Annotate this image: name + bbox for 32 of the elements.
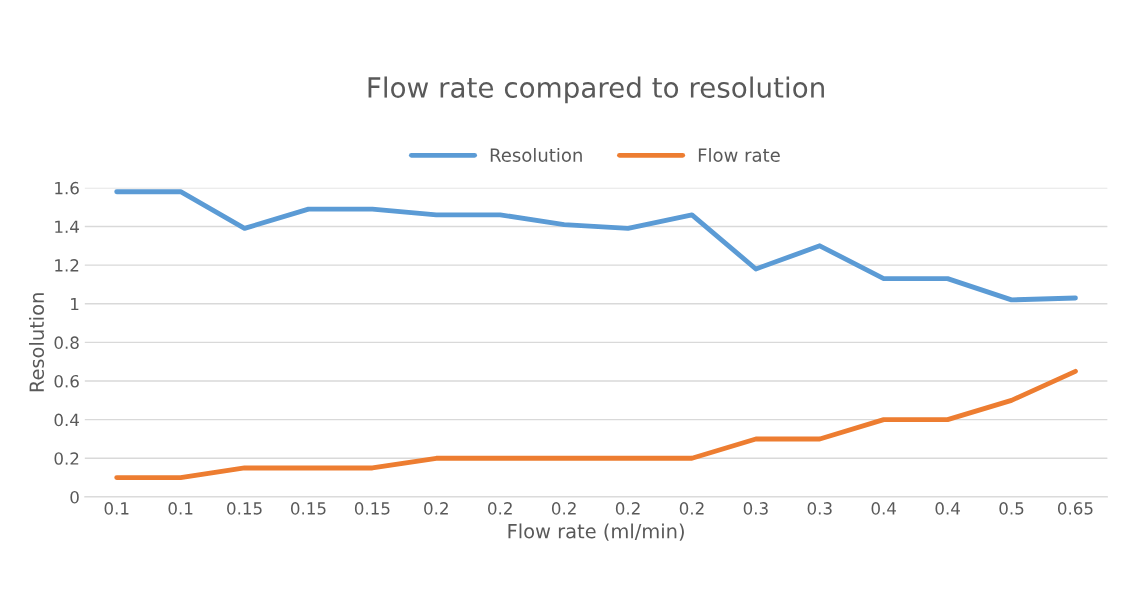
y-tick-label: 1.2	[55, 259, 79, 272]
y-tick-label: 1.6	[55, 181, 79, 195]
y-tick-label: 1	[71, 297, 79, 311]
x-tick-label: 0.2	[551, 502, 576, 515]
x-tick-label: 0.1	[168, 502, 193, 515]
y-tick-label: 1.4	[55, 220, 79, 233]
line-series	[114, 368, 1078, 481]
x-tick-label: 0.4	[871, 502, 897, 515]
x-tick-label: 0.15	[291, 502, 326, 515]
legend-label: Resolution	[490, 147, 582, 162]
x-axis-title: Flow rate (ml/min)	[508, 523, 684, 541]
y-tick-label: 0.4	[54, 413, 79, 427]
x-tick-label: 0.1	[104, 502, 129, 515]
y-axis-title: Resolution	[29, 293, 45, 392]
x-tick-label: 0.3	[743, 502, 768, 515]
y-tick-label: 0.2	[54, 452, 79, 465]
y-tick-label: 0.8	[54, 336, 79, 349]
x-tick-label: 0.15	[227, 502, 262, 515]
x-tick-label: 0.65	[1057, 502, 1093, 515]
y-tick-label: 0.6	[54, 374, 79, 388]
x-tick-label: 0.5	[999, 502, 1024, 515]
chart-title: Flow rate compared to resolution	[368, 76, 824, 104]
x-tick-label: 0.15	[354, 502, 390, 515]
x-tick-label: 0.2	[424, 502, 448, 515]
x-tick-label: 0.2	[679, 502, 704, 515]
x-tick-label: 0.3	[807, 502, 832, 515]
x-tick-label: 0.4	[935, 502, 960, 515]
x-tick-label: 0.2	[488, 502, 512, 515]
line-series	[114, 189, 1078, 303]
legend-label: Flow rate	[698, 147, 780, 162]
y-tick-label: 0	[70, 490, 79, 504]
x-tick-label: 0.2	[615, 502, 640, 515]
